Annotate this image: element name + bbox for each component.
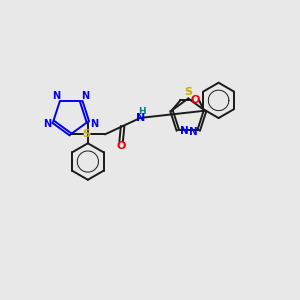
Text: N: N [52, 91, 60, 101]
Text: N: N [81, 91, 89, 101]
Text: S: S [184, 87, 192, 97]
Text: N: N [43, 119, 51, 129]
Text: N: N [90, 119, 98, 129]
Text: H: H [138, 107, 145, 116]
Text: N: N [136, 113, 145, 123]
Text: S: S [83, 129, 91, 140]
Text: O: O [116, 142, 126, 152]
Text: N: N [180, 126, 189, 136]
Text: N: N [189, 127, 198, 137]
Text: O: O [191, 95, 200, 105]
